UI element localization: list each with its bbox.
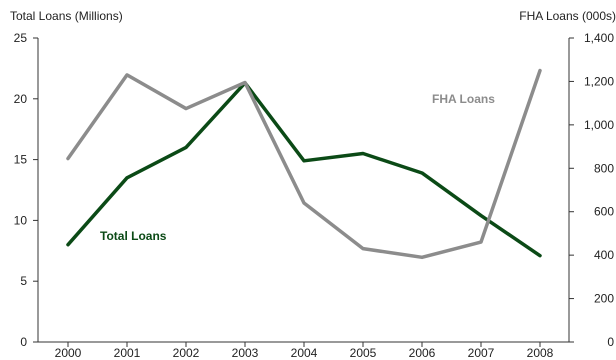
right-axis-tick-label: 0: [607, 335, 614, 349]
left-axis-tick-label: 20: [14, 92, 28, 106]
series-label-total-loans: Total Loans: [100, 229, 167, 243]
right-axis-tick-label: 600: [594, 205, 614, 219]
x-axis-tick-label: 2002: [173, 346, 200, 360]
x-axis-tick-label: 2008: [527, 346, 554, 360]
left-axis-title: Total Loans (Millions): [10, 9, 123, 23]
x-axis-tick-label: 2004: [291, 346, 318, 360]
left-axis-tick-label: 15: [14, 153, 28, 167]
right-axis-tick-label: 800: [594, 161, 614, 175]
right-axis-tick-label: 1,200: [584, 74, 614, 88]
right-axis-tick-label: 1,000: [584, 118, 614, 132]
right-axis-tick-label: 400: [594, 248, 614, 262]
left-axis-tick-label: 5: [20, 274, 27, 288]
x-axis-tick-label: 2000: [55, 346, 82, 360]
series-line-fha-loans: [66, 68, 542, 260]
series-label-fha-loans: FHA Loans: [432, 92, 495, 106]
left-axis-tick-label: 10: [14, 213, 28, 227]
x-axis-tick-label: 2005: [350, 346, 377, 360]
x-axis-tick-label: 2003: [232, 346, 259, 360]
x-axis-tick-label: 2001: [114, 346, 141, 360]
series-line-total-loans: [66, 81, 542, 258]
left-axis-tick-label: 25: [14, 31, 28, 45]
right-axis-title: FHA Loans (000s): [519, 9, 616, 23]
x-axis-tick-label: 2006: [409, 346, 436, 360]
right-axis-tick-label: 200: [594, 292, 614, 306]
right-axis-tick-label: 1,400: [584, 31, 614, 45]
x-axis-tick-label: 2007: [468, 346, 495, 360]
left-axis-tick-label: 0: [20, 335, 27, 349]
